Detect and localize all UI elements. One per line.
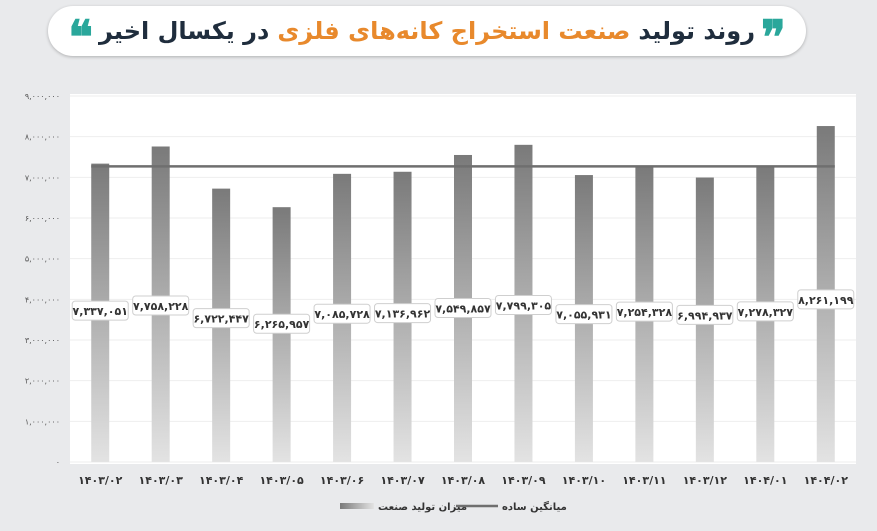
data-label: ۶,۷۲۲,۴۴۷ xyxy=(193,313,249,326)
data-label-box xyxy=(253,313,311,334)
x-tick-label: ۱۴۰۴/۰۲ xyxy=(804,474,849,487)
x-tick-label: ۱۴۰۴/۰۱ xyxy=(743,474,787,487)
data-label-box xyxy=(132,295,190,316)
x-tick-label: ۱۴۰۳/۱۰ xyxy=(562,474,606,487)
y-tick-label: ۹,۰۰۰,۰۰۰ xyxy=(25,92,60,101)
chart-title: ❞ روند تولید صنعت استخراج کانه‌های فلزی … xyxy=(48,6,806,60)
x-tick-label: ۱۴۰۳/۰۲ xyxy=(78,474,123,487)
data-label-box xyxy=(676,304,734,325)
data-label: ۶,۹۹۴,۹۳۷ xyxy=(677,309,733,322)
data-label-box xyxy=(434,298,492,319)
quote-close-icon: ❝ xyxy=(68,10,93,64)
x-tick-label: ۱۴۰۳/۰۷ xyxy=(380,474,425,487)
y-tick-label: ۱,۰۰۰,۰۰۰ xyxy=(25,417,60,426)
data-label: ۶,۲۶۵,۹۵۷ xyxy=(254,318,310,331)
legend-line-label: میانگین ساده xyxy=(502,500,567,513)
title-part-2: صنعت استخراج کانه‌های فلزی xyxy=(277,17,631,45)
data-label-box xyxy=(494,294,552,315)
data-label-box xyxy=(797,289,855,310)
y-tick-label: ۷,۰۰۰,۰۰۰ xyxy=(25,173,60,182)
data-label: ۷,۰۵۵,۹۳۱ xyxy=(556,309,611,322)
bar-chart: ۰ ۱,۰۰۰,۰۰۰ ۲,۰۰۰,۰۰۰ ۳,۰۰۰,۰۰۰ ۴,۰۰۰,۰۰۰ ۵,۰… xyxy=(25,92,856,513)
x-tick-label: ۱۴۰۳/۰۹ xyxy=(501,474,546,487)
y-tick-label: ۳,۰۰۰,۰۰۰ xyxy=(25,336,60,345)
x-tick-label: ۱۴۰۳/۱۲ xyxy=(683,474,728,487)
x-tick-label: ۱۴۰۳/۰۶ xyxy=(320,474,364,487)
y-tick-label: ۸,۰۰۰,۰۰۰ xyxy=(25,133,60,142)
y-tick-label: ۵,۰۰۰,۰۰۰ xyxy=(25,255,60,264)
chart-area: ۰ ۱,۰۰۰,۰۰۰ ۲,۰۰۰,۰۰۰ ۳,۰۰۰,۰۰۰ ۴,۰۰۰,۰۰۰ ۵,۰… xyxy=(0,64,877,527)
quote-open-icon: ❞ xyxy=(761,10,786,64)
data-label: ۷,۲۷۸,۳۲۷ xyxy=(738,306,794,319)
y-tick-label: ۶,۰۰۰,۰۰۰ xyxy=(25,214,60,223)
data-label: ۷,۷۹۹,۳۰۵ xyxy=(496,299,552,312)
data-label: ۷,۲۵۴,۳۲۸ xyxy=(617,306,673,319)
data-label: ۷,۰۸۵,۷۲۸ xyxy=(314,308,370,321)
x-tick-label: ۱۴۰۳/۰۸ xyxy=(441,474,486,487)
y-tick-label: ۲,۰۰۰,۰۰۰ xyxy=(25,377,60,386)
legend-bar-swatch xyxy=(340,503,374,509)
x-tick-label: ۱۴۰۳/۰۳ xyxy=(139,474,184,487)
data-label-box xyxy=(192,308,250,329)
title-part-1: روند تولید xyxy=(638,17,756,45)
data-label-box xyxy=(374,303,432,324)
data-label-box xyxy=(555,304,613,325)
data-label: ۸,۲۶۱,۱۹۹ xyxy=(798,294,854,307)
data-label-box xyxy=(736,301,794,322)
data-label-box xyxy=(615,301,673,322)
bar xyxy=(272,207,291,462)
x-tick-label: ۱۴۰۳/۰۵ xyxy=(259,474,304,487)
x-tick-label: ۱۴۰۳/۱۱ xyxy=(622,474,666,487)
data-label: ۷,۱۳۶,۹۶۲ xyxy=(375,308,431,321)
data-label: ۷,۷۵۸,۲۲۸ xyxy=(133,300,189,313)
data-label-box xyxy=(71,300,129,321)
y-tick-label: ۰ xyxy=(56,458,60,467)
data-label: ۷,۳۳۷,۰۵۱ xyxy=(73,305,128,318)
x-tick-label: ۱۴۰۳/۰۴ xyxy=(199,474,244,487)
data-label-box xyxy=(313,303,371,324)
data-label: ۷,۵۴۹,۸۵۷ xyxy=(435,303,491,316)
legend-bar-label: میزان تولید صنعت xyxy=(378,502,467,513)
y-tick-label: ۴,۰۰۰,۰۰۰ xyxy=(25,295,60,304)
title-part-3: در یکسال اخیر xyxy=(98,17,270,45)
